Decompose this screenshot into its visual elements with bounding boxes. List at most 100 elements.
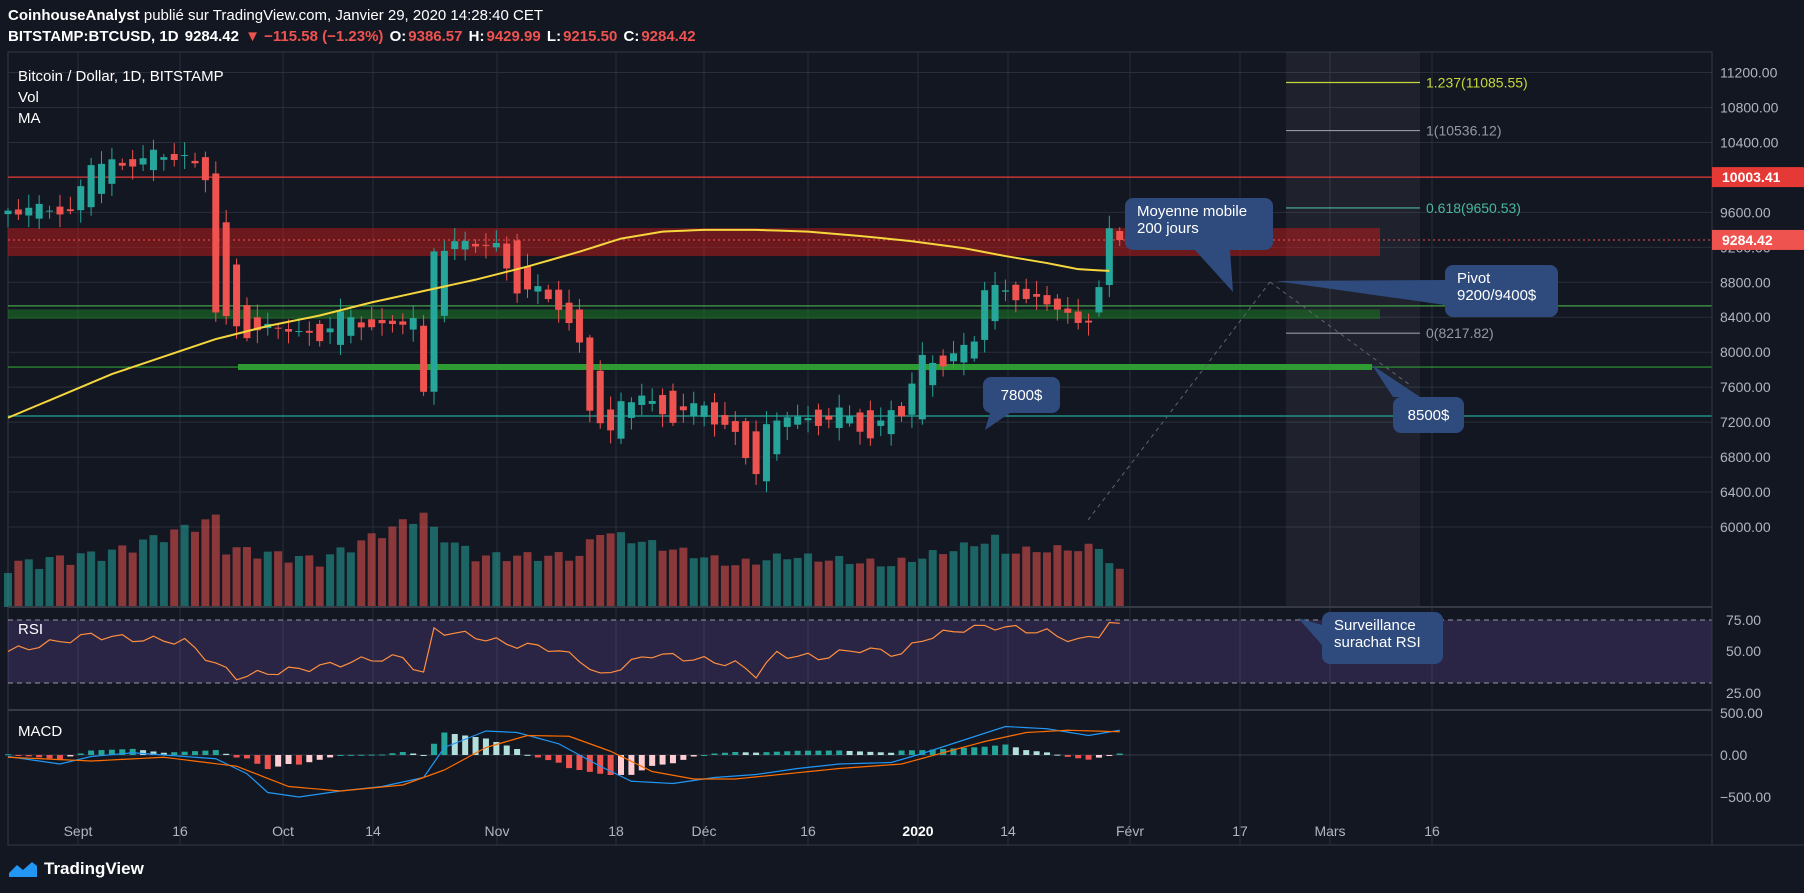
macd-hist-bar (1002, 744, 1009, 755)
price-tick-label: 10800.00 (1720, 99, 1779, 115)
volume-bar (211, 514, 220, 607)
macd-hist-bar (628, 755, 635, 775)
legend-title[interactable]: Bitcoin / Dollar, 1D, BITSTAMP (18, 68, 224, 85)
candle-body (565, 302, 573, 324)
price-tick-label: 6800.00 (1720, 449, 1771, 465)
macd-hist-bar (805, 750, 812, 755)
macd-hist-bar (773, 751, 780, 755)
macd-hist-bar (732, 752, 739, 755)
callout-8500-box (1393, 397, 1464, 433)
candle-body (856, 412, 864, 432)
candle-body (274, 327, 282, 329)
volume-bar (658, 550, 667, 607)
legend-ma[interactable]: MA (18, 110, 41, 127)
macd-tick-label: 500.00 (1720, 705, 1763, 721)
time-axis[interactable]: Sept 16 Oct 14 Nov 18 Déc 16 2020 14 Févr 17 Mars 16 (64, 823, 1440, 839)
fib-label: 0(8217.82) (1426, 325, 1494, 341)
candle-body (35, 203, 43, 219)
legend-macd[interactable]: MACD (18, 723, 62, 740)
volume-bar (502, 561, 511, 607)
publish-date: publié sur TradingView.com, Janvier 29, … (139, 7, 543, 24)
candle-body (981, 290, 989, 340)
volume-bar (4, 573, 12, 607)
candle-body (181, 155, 189, 157)
volume-bar (949, 551, 958, 607)
macd-hist-bar (711, 753, 718, 755)
price-tick-label: 7200.00 (1720, 414, 1771, 430)
volume-bar (835, 556, 844, 607)
volume-bar (617, 532, 626, 607)
volume-bar (87, 551, 96, 607)
macd-hist-bar (25, 755, 32, 757)
volume-bar (887, 566, 896, 607)
candle-body (451, 241, 459, 250)
macd-hist-bar (46, 755, 53, 759)
volume-bar (970, 546, 979, 607)
legend-rsi[interactable]: RSI (18, 621, 43, 638)
volume-bar (897, 557, 906, 607)
legend-vol[interactable]: Vol (18, 89, 39, 106)
candle-body (534, 286, 542, 292)
volume-bar (585, 539, 594, 607)
candle-body (409, 318, 417, 330)
volume-bar (76, 553, 85, 607)
macd-hist-bar (960, 747, 967, 755)
candle-body (1022, 288, 1030, 299)
macd-hist-bar (108, 749, 115, 755)
volume-bar (1074, 551, 1083, 607)
candle-body (66, 209, 74, 212)
volume-bar (1063, 550, 1072, 607)
macd-hist-bar (763, 752, 770, 755)
volume-bar (253, 558, 262, 607)
projection-box (1286, 52, 1420, 607)
macd-hist-bar (275, 755, 282, 767)
callout-ma200-text: 200 jours (1137, 220, 1199, 237)
macd-hist-bar (462, 735, 469, 755)
macd-hist-bar (794, 750, 801, 755)
candle-body (191, 160, 199, 164)
volume-bar (1115, 568, 1124, 607)
volume-bar (201, 519, 210, 607)
candle-body (388, 320, 396, 325)
candle-body (908, 383, 916, 415)
candle-body (139, 158, 147, 165)
macd-hist-bar (877, 752, 884, 755)
macd-hist-bar (503, 745, 510, 755)
fib-trend-line-down (1269, 281, 1411, 386)
rsi-axis[interactable]: 75.00 50.00 25.00 (1726, 612, 1761, 701)
volume-bar (575, 555, 584, 607)
volume-bar (939, 554, 948, 607)
candle-body (1116, 231, 1124, 240)
macd-hist-bar (597, 755, 604, 774)
macd-hist-bar (472, 737, 479, 755)
last-price: 9284.42 (184, 28, 239, 45)
macd-hist-bar (680, 755, 687, 760)
macd-hist-bar (368, 754, 375, 756)
macd-hist-bar (1033, 751, 1040, 755)
candle-body (866, 410, 874, 439)
candle-body (1085, 320, 1093, 323)
candle-body (430, 251, 438, 392)
macd-hist-bar (908, 750, 915, 755)
volume-bar (793, 557, 802, 607)
candle-body (378, 319, 386, 324)
volume-bar (1084, 543, 1093, 607)
price-tick-label: 11200.00 (1720, 65, 1778, 81)
candle-body (814, 409, 822, 426)
author-name[interactable]: CoinhouseAnalyst (8, 7, 140, 24)
candle-body (253, 317, 261, 331)
macd-hist-bar (607, 755, 614, 775)
volume-bar (679, 547, 688, 607)
macd-hist-bar (77, 753, 84, 755)
macd-axis[interactable]: 500.00 0.00 −500.00 (1720, 705, 1771, 805)
candle-body (285, 329, 293, 332)
volume-bar (461, 545, 470, 607)
macd-hist-bar (420, 755, 427, 756)
ma200-line (7, 228, 1110, 419)
time-tick-label: 18 (608, 823, 624, 839)
tradingview-brand[interactable]: TradingView (44, 859, 144, 878)
volume-bar (700, 557, 709, 607)
tradingview-logo-icon[interactable] (8, 860, 38, 878)
symbol-label[interactable]: BITSTAMP:BTCUSD, 1D (8, 28, 179, 45)
